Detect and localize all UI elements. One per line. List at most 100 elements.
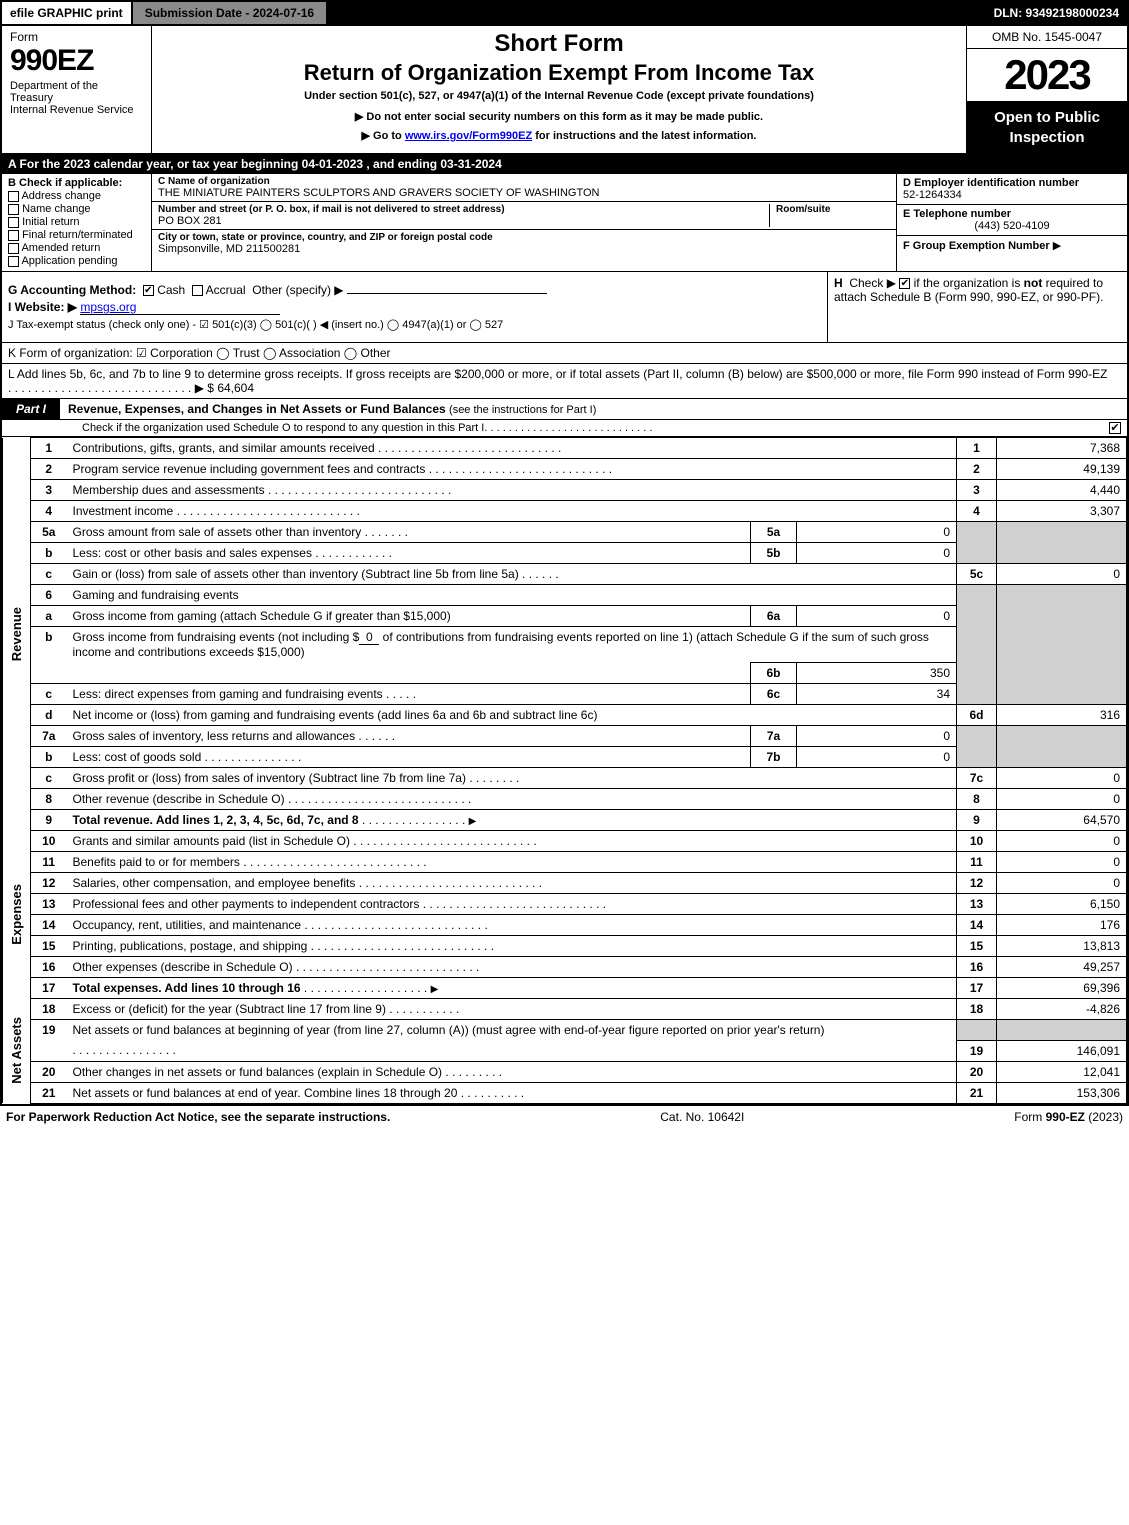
amt-5c: 0 — [997, 564, 1127, 585]
h-check: H Check ▶ ✔ if the organization is not r… — [827, 272, 1127, 342]
g-label: G Accounting Method: — [8, 283, 136, 297]
header-left: Form 990EZ Department of the Treasury In… — [2, 26, 152, 153]
subtitle-goto: ▶ Go to www.irs.gov/Form990EZ for instru… — [160, 129, 958, 142]
col-d-e-f: D Employer identification number 52-1264… — [897, 174, 1127, 271]
amt-8: 0 — [997, 789, 1127, 810]
phone-value: (443) 520-4109 — [903, 220, 1121, 232]
e-phone-label: E Telephone number — [903, 208, 1121, 220]
subv-5a: 0 — [797, 522, 957, 543]
subv-7a: 0 — [797, 726, 957, 747]
header-right: OMB No. 1545-0047 2023 Open to Public In… — [967, 26, 1127, 153]
c-city-cell: City or town, state or province, country… — [152, 230, 896, 257]
org-name: THE MINIATURE PAINTERS SCULPTORS AND GRA… — [158, 187, 890, 199]
irs-link[interactable]: www.irs.gov/Form990EZ — [405, 130, 532, 142]
subtitle-ssn: ▶ Do not enter social security numbers o… — [160, 110, 958, 123]
i-website: I Website: ▶ mpsgs.org — [8, 300, 821, 315]
ein-value: 52-1264334 — [903, 189, 1121, 201]
amt-14: 176 — [997, 915, 1127, 936]
goto-pre: ▶ Go to — [362, 130, 405, 142]
org-street: PO BOX 281 — [158, 215, 763, 227]
submission-date: Submission Date - 2024-07-16 — [133, 2, 328, 24]
chk-amended-return[interactable]: Amended return — [8, 242, 145, 254]
tax-year: 2023 — [967, 49, 1127, 102]
form-outer: Form 990EZ Department of the Treasury In… — [0, 26, 1129, 1106]
row-a-calendar-year: A For the 2023 calendar year, or tax yea… — [2, 154, 1127, 174]
website-link[interactable]: mpsgs.org — [80, 300, 136, 314]
open-to-public: Open to Public Inspection — [967, 102, 1127, 153]
title-short-form: Short Form — [160, 30, 958, 58]
l-value: 64,604 — [217, 381, 254, 395]
row-l: L Add lines 5b, 6c, and 7b to line 9 to … — [2, 364, 1127, 399]
l-text: L Add lines 5b, 6c, and 7b to line 9 to … — [8, 367, 1107, 381]
top-bar: efile GRAPHIC print Submission Date - 20… — [0, 0, 1129, 26]
f-group-label: F Group Exemption Number — [903, 240, 1050, 252]
amt-13: 6,150 — [997, 894, 1127, 915]
side-expenses: Expenses — [3, 831, 31, 999]
i-label: I Website: ▶ — [8, 300, 77, 314]
form-label: Form — [10, 30, 143, 44]
part-1-title: Revenue, Expenses, and Changes in Net As… — [68, 402, 446, 416]
dln-label: DLN: 93492198000234 — [986, 2, 1127, 24]
amt-20: 12,041 — [997, 1061, 1127, 1082]
omb-number: OMB No. 1545-0047 — [967, 26, 1127, 49]
f-arrow: ▶ — [1053, 240, 1061, 252]
part-1-header: Part I Revenue, Expenses, and Changes in… — [2, 399, 1127, 420]
chk-initial-return[interactable]: Initial return — [8, 216, 145, 228]
amt-17: 69,396 — [997, 978, 1127, 999]
org-city: Simpsonville, MD 211500281 — [158, 243, 890, 255]
part-1-check-row: Check if the organization used Schedule … — [2, 420, 1127, 437]
chk-final-return[interactable]: Final return/terminated — [8, 229, 145, 241]
c-name-cell: C Name of organization THE MINIATURE PAI… — [152, 174, 896, 202]
amt-1: 7,368 — [997, 438, 1127, 459]
chk-schedule-b[interactable]: ✔ — [899, 278, 910, 289]
subv-5b: 0 — [797, 543, 957, 564]
block-b-c-d-e-f: B Check if applicable: Address change Na… — [2, 174, 1127, 272]
footer-right: Form 990-EZ (2023) — [1014, 1110, 1123, 1124]
header-center: Short Form Return of Organization Exempt… — [152, 26, 967, 153]
amt-3: 4,440 — [997, 480, 1127, 501]
c-street-cell: Number and street (or P. O. box, if mail… — [152, 202, 896, 230]
g-accounting: G Accounting Method: ✔ Cash Accrual Othe… — [8, 283, 821, 297]
chk-address-change[interactable]: Address change — [8, 190, 145, 202]
chk-cash[interactable]: ✔ — [143, 285, 154, 296]
subv-7b: 0 — [797, 747, 957, 768]
efile-label: efile GRAPHIC print — [2, 2, 133, 24]
subtitle-section: Under section 501(c), 527, or 4947(a)(1)… — [160, 90, 958, 102]
part-1-check-note: Check if the organization used Schedule … — [82, 422, 484, 434]
d-ein-cell: D Employer identification number 52-1264… — [897, 174, 1127, 205]
amt-11: 0 — [997, 852, 1127, 873]
col-b-checkboxes: B Check if applicable: Address change Na… — [2, 174, 152, 271]
chk-schedule-o[interactable]: ✔ — [1109, 422, 1121, 434]
chk-name-change[interactable]: Name change — [8, 203, 145, 215]
amt-10: 0 — [997, 831, 1127, 852]
footer-cat-no: Cat. No. 10642I — [390, 1110, 1014, 1124]
department-label: Department of the Treasury Internal Reve… — [10, 80, 143, 116]
subv-6b: 350 — [797, 663, 957, 684]
goto-post: for instructions and the latest informat… — [532, 130, 756, 142]
amt-7c: 0 — [997, 768, 1127, 789]
e-phone-cell: E Telephone number (443) 520-4109 — [897, 205, 1127, 236]
side-revenue: Revenue — [3, 438, 31, 831]
col-c-org-info: C Name of organization THE MINIATURE PAI… — [152, 174, 897, 271]
c-name-label: C Name of organization — [158, 176, 890, 187]
row-g-h-i: G Accounting Method: ✔ Cash Accrual Othe… — [2, 272, 1127, 343]
amt-6d: 316 — [997, 705, 1127, 726]
f-group-cell: F Group Exemption Number ▶ — [897, 236, 1127, 255]
c-city-label: City or town, state or province, country… — [158, 232, 890, 243]
chk-accrual[interactable] — [192, 285, 203, 296]
title-return: Return of Organization Exempt From Incom… — [160, 60, 958, 86]
side-net-assets: Net Assets — [3, 999, 31, 1104]
part-1-tab: Part I — [2, 399, 60, 419]
row-k: K Form of organization: ☑ Corporation ◯ … — [2, 343, 1127, 364]
c-room-label: Room/suite — [776, 204, 890, 215]
subv-6c: 34 — [797, 684, 957, 705]
part-1-table: Revenue 1 Contributions, gifts, grants, … — [2, 437, 1127, 1104]
amt-18: -4,826 — [997, 999, 1127, 1020]
subv-6a: 0 — [797, 606, 957, 627]
c-street-label: Number and street (or P. O. box, if mail… — [158, 204, 763, 215]
footer: For Paperwork Reduction Act Notice, see … — [0, 1106, 1129, 1128]
amt-15: 13,813 — [997, 936, 1127, 957]
other-specify-line — [347, 293, 547, 294]
chk-application-pending[interactable]: Application pending — [8, 255, 145, 267]
amt-2: 49,139 — [997, 459, 1127, 480]
